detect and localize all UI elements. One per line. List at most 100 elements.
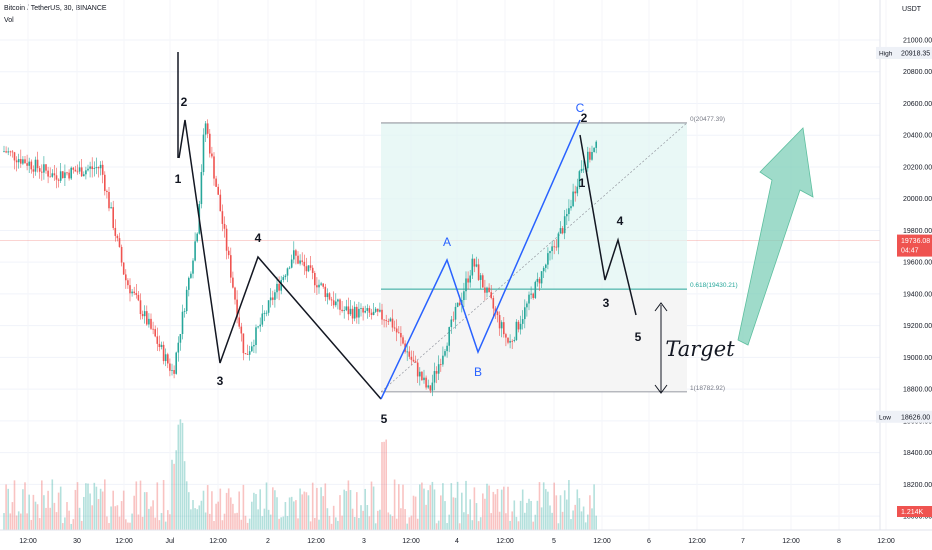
candle-body xyxy=(17,159,20,163)
volume-bar xyxy=(125,519,127,530)
candle-body xyxy=(320,283,322,285)
candle-body xyxy=(221,211,224,224)
volume-bar xyxy=(442,483,444,530)
volume-bar xyxy=(177,424,180,530)
candle-body xyxy=(398,332,400,334)
candle-body xyxy=(253,344,255,347)
volume-bar xyxy=(110,506,112,530)
candle-body xyxy=(578,171,581,187)
volume-bar xyxy=(490,513,492,530)
candle-body xyxy=(87,168,89,171)
volume-bar xyxy=(164,521,167,530)
volume-bar xyxy=(70,523,72,530)
wave-label: 4 xyxy=(255,231,262,245)
high-badge-bg xyxy=(876,46,932,59)
candle-body xyxy=(383,319,385,321)
y-tick-label: 20200.00 xyxy=(903,164,932,171)
candle-body xyxy=(530,293,532,295)
candle-body xyxy=(219,194,222,212)
volume-bar xyxy=(251,501,253,530)
volume-bar xyxy=(238,491,240,530)
volume-bar xyxy=(221,520,224,530)
volume-bar xyxy=(437,520,440,530)
candle-body xyxy=(26,163,28,166)
y-tick-label: 19400.00 xyxy=(903,291,932,298)
volume-bar xyxy=(169,514,171,530)
volume-bar xyxy=(576,489,579,530)
volume-bar xyxy=(38,518,41,530)
candle-body xyxy=(51,173,54,177)
candle-body xyxy=(446,345,448,352)
volume-bar xyxy=(116,505,119,530)
wave-label: 4 xyxy=(617,214,624,228)
volume-bar xyxy=(209,513,211,530)
volume-bar xyxy=(255,494,257,530)
volume-bar xyxy=(406,523,408,530)
volume-bar xyxy=(297,518,299,530)
candle-body xyxy=(295,250,297,256)
candle-body xyxy=(400,332,402,338)
volume-bar xyxy=(49,507,51,530)
volume-bar xyxy=(80,520,83,530)
volume-bar xyxy=(188,492,190,530)
volume-value: 1.214K xyxy=(901,509,924,516)
candle-body xyxy=(314,272,316,286)
volume-bar xyxy=(200,500,203,530)
volume-bar xyxy=(198,505,201,530)
volume-bar xyxy=(78,507,81,530)
volume-bar xyxy=(104,479,106,530)
candle-body xyxy=(490,292,492,299)
candle-body xyxy=(330,299,333,301)
y-tick-label: 19000.00 xyxy=(903,355,932,362)
candle-body xyxy=(70,167,72,179)
volume-bar xyxy=(253,492,255,530)
candle-body xyxy=(452,319,455,321)
volume-bar xyxy=(526,502,528,530)
candle-body xyxy=(419,371,421,377)
y-tick-label: 18800.00 xyxy=(903,387,932,394)
volume-bar xyxy=(580,511,583,530)
x-tick-label: 12:00 xyxy=(115,538,133,545)
volume-bar xyxy=(24,482,26,530)
candle-body xyxy=(421,371,423,381)
candle-body xyxy=(395,328,398,333)
candle-body xyxy=(324,286,327,298)
candle-body xyxy=(148,318,150,325)
candle-body xyxy=(133,291,135,293)
candle-body xyxy=(372,311,375,315)
candle-body xyxy=(141,314,144,317)
abc-correction-path xyxy=(380,119,581,400)
volume-bar xyxy=(204,512,207,530)
volume-bar xyxy=(463,512,465,530)
volume-bar xyxy=(398,484,400,530)
candle-body xyxy=(492,298,495,309)
candle-body xyxy=(209,133,211,154)
candle-body xyxy=(498,315,501,329)
volume-bar xyxy=(515,516,518,530)
volume-bar xyxy=(131,513,133,530)
volume-bar xyxy=(393,479,396,530)
candle-body xyxy=(431,382,434,391)
candle-body xyxy=(553,246,555,248)
volume-bar xyxy=(379,509,381,530)
volume-bar xyxy=(28,494,30,530)
fibonacci-retracement xyxy=(380,122,688,393)
candle-body xyxy=(95,167,98,169)
volume-bar xyxy=(547,491,549,530)
volume-bar xyxy=(272,487,274,530)
volume-bar xyxy=(488,485,490,530)
volume-bar xyxy=(263,508,266,530)
volume-bar xyxy=(559,495,562,530)
volume-bar xyxy=(391,516,394,530)
volume-bar xyxy=(408,517,411,530)
volume-bar xyxy=(175,450,177,530)
candle-body xyxy=(580,168,583,172)
candle-body xyxy=(557,233,560,248)
volume-bar xyxy=(414,496,417,530)
candle-body xyxy=(177,342,180,353)
y-tick-label: 19600.00 xyxy=(903,260,932,267)
volume-bar xyxy=(587,514,589,530)
volume-bar xyxy=(269,514,272,530)
volume-bar xyxy=(345,491,348,530)
